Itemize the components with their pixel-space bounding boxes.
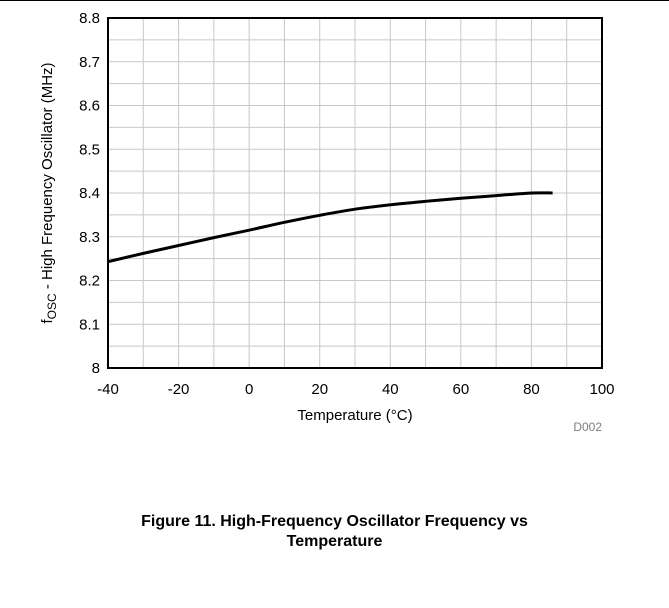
y-tick-label: 8.7 [79,54,100,71]
y-axis-title-main: f [39,319,56,324]
y-tick-label: 8.2 [79,273,100,290]
chart: -40 -20 0 20 40 60 80 100 8 8.1 8.2 8.3 8.4 8.5 8.6 8.… [39,10,615,434]
x-tick-labels: -40 -20 0 20 40 60 80 100 [97,381,614,398]
y-axis-title: fOSC - High Frequency Oscillator (MHz) [39,62,59,323]
plot-frame [107,17,603,369]
y-tick-label: 8.8 [79,10,100,27]
x-tick-label: 100 [589,381,614,398]
caption-line-1: Figure 11. High-Frequency Oscillator Fre… [141,513,528,530]
figure-code: D002 [573,420,602,434]
x-tick-label: 0 [245,381,253,398]
y-tick-label: 8.5 [79,141,100,158]
grid [108,18,602,368]
x-tick-label: 40 [382,381,399,398]
series-layer [107,191,553,264]
x-tick-label: 20 [311,381,328,398]
caption-line-2: Temperature [286,533,383,550]
x-axis-title: Temperature (°C) [297,407,412,424]
y-tick-label: 8.4 [79,185,100,202]
x-tick-label: -20 [168,381,190,398]
top-rule [0,0,669,1]
x-tick-label: 80 [523,381,540,398]
y-tick-label: 8.6 [79,98,100,115]
y-axis-title-subscript: OSC [45,293,59,319]
y-tick-label: 8.1 [79,316,100,333]
y-tick-label: 8 [92,360,100,377]
figure-caption: Figure 11. High-Frequency Oscillator Fre… [0,512,669,552]
x-tick-label: 60 [453,381,470,398]
series-line [107,191,553,264]
y-tick-label: 8.3 [79,229,100,246]
x-tick-label: -40 [97,381,119,398]
y-axis-title-rest: - High Frequency Oscillator (MHz) [39,62,56,293]
y-tick-labels: 8 8.1 8.2 8.3 8.4 8.5 8.6 8.7 8.8 [79,10,100,377]
